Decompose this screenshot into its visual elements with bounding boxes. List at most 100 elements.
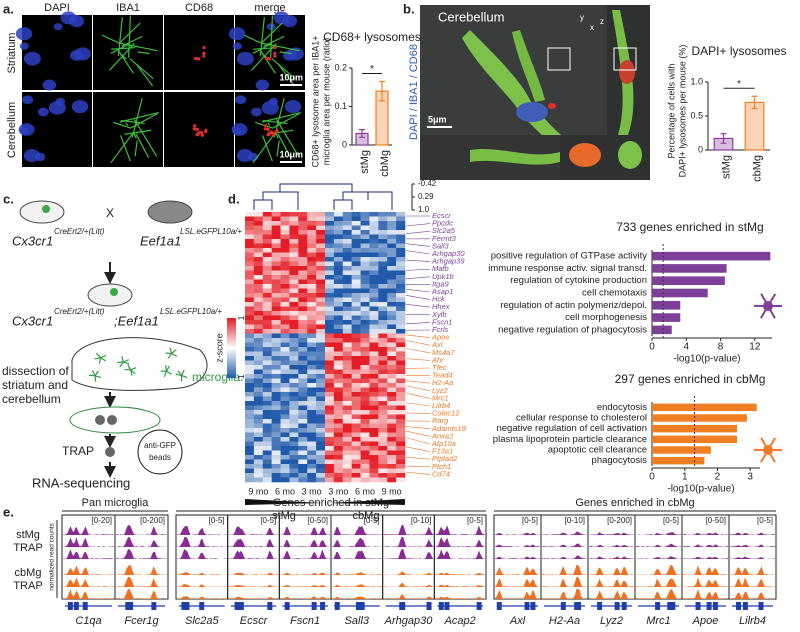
heatmap-cell [369, 446, 379, 451]
process [270, 15, 274, 58]
read-coverage [495, 556, 540, 559]
heatmap-cell [280, 410, 290, 415]
heatmap-cell [342, 216, 352, 222]
microglia-icon [181, 374, 188, 379]
heatmap-cell [280, 378, 290, 384]
heatmap-cell [253, 212, 264, 217]
heatmap-cell [307, 387, 317, 393]
step-label: dissection of [2, 364, 69, 378]
heatmap-cell [316, 446, 326, 451]
read-coverage [280, 572, 330, 575]
heatmap-cell [245, 387, 255, 393]
heatmap-cell [271, 248, 281, 253]
heatmap-cell [351, 284, 361, 289]
exon [73, 602, 79, 610]
lysosome [192, 124, 197, 128]
heatmap-cell [333, 378, 344, 384]
heatmap-cell [378, 266, 388, 271]
heatmap-cell [271, 293, 281, 298]
heatmap-cell [289, 455, 299, 460]
heatmap-cell [325, 414, 335, 420]
heatmap-cell [342, 347, 352, 352]
heatmap-cell [387, 252, 397, 258]
heatmap-cell [289, 369, 299, 375]
heatmap-cell [351, 374, 361, 379]
heatmap-cell [333, 257, 344, 262]
heatmap-cell [298, 464, 308, 469]
heatmap-cell [289, 464, 299, 469]
heatmap-cell [333, 288, 344, 294]
heatmap-cell [396, 455, 406, 460]
heatmap-cell [325, 392, 335, 397]
heatmap-cell [298, 414, 308, 420]
heatmap-cell [298, 266, 308, 271]
heatmap-cell [342, 419, 352, 424]
heatmap-cell [253, 477, 264, 483]
heatmap-cell [325, 315, 335, 321]
heatmap-cell [271, 225, 281, 231]
heatmap-cell [360, 252, 370, 258]
heatmap-cell [253, 437, 264, 442]
heatmap-cell [245, 477, 255, 483]
track-range: [0-5] [260, 516, 276, 525]
gene-name: Arhgap30 [384, 615, 434, 627]
heatmap-cell [245, 459, 255, 465]
heatmap-cell [289, 477, 299, 483]
heatmap-cell [289, 468, 299, 474]
heatmap-cell [342, 320, 352, 325]
nucleus [19, 42, 29, 50]
colorbar-tick: -1 [237, 374, 246, 382]
process [279, 51, 292, 55]
heatmap-cell [325, 239, 335, 244]
heatmap-cell [351, 378, 361, 384]
heatmap-cell [369, 338, 379, 343]
heatmap-cell [360, 230, 370, 235]
heatmap-cell [342, 455, 352, 460]
heatmap-cell [245, 419, 255, 424]
exon [355, 602, 361, 610]
gene-connector [405, 243, 431, 247]
read-coverage [495, 532, 540, 535]
read-coverage [683, 565, 728, 575]
heatmap-cell [351, 441, 361, 447]
read-coverage [589, 590, 634, 599]
heatmap-cell [280, 351, 290, 357]
heatmap-cell [253, 347, 264, 352]
heatmap-cell [378, 221, 388, 226]
heatmap-cell [387, 464, 397, 469]
heatmap-cell [369, 369, 379, 375]
heatmap-cell [396, 419, 406, 424]
heatmap-cell [325, 230, 335, 235]
heatmap-cell [369, 374, 379, 379]
axis-letter: z [600, 17, 604, 26]
heatmap-cell [378, 392, 388, 397]
heatmap-cell [378, 468, 388, 474]
allele: LSL.eGFPL10a/+ [160, 307, 222, 316]
nucleus [273, 11, 290, 25]
process [262, 135, 273, 162]
heatmap-cell [271, 410, 281, 415]
heatmap-cell [316, 432, 326, 438]
heatmap-cell [378, 216, 388, 222]
heatmap-cell [369, 279, 379, 285]
heatmap-cell [253, 306, 264, 312]
heatmap-cell [333, 252, 344, 258]
exon [560, 602, 566, 610]
category-label: cell chemotaxis [582, 288, 647, 299]
microglia-icon [166, 370, 172, 375]
read-coverage [228, 572, 279, 575]
scale-label: 10μm [279, 149, 303, 159]
heatmap-cell [298, 297, 308, 303]
gene-label: Tead4 [432, 371, 453, 380]
heatmap-cell [387, 477, 397, 483]
heatmap-cell [387, 378, 397, 384]
heatmap-cell [369, 266, 379, 271]
heatmap-cell [369, 239, 379, 244]
heatmap-cell [396, 369, 406, 375]
heatmap-cell [289, 392, 299, 397]
heatmap-cell [325, 243, 335, 249]
heatmap-cell [333, 338, 344, 343]
heatmap-cell [316, 284, 326, 289]
heatmap-cell [387, 392, 397, 397]
heatmap-cell [342, 374, 352, 379]
